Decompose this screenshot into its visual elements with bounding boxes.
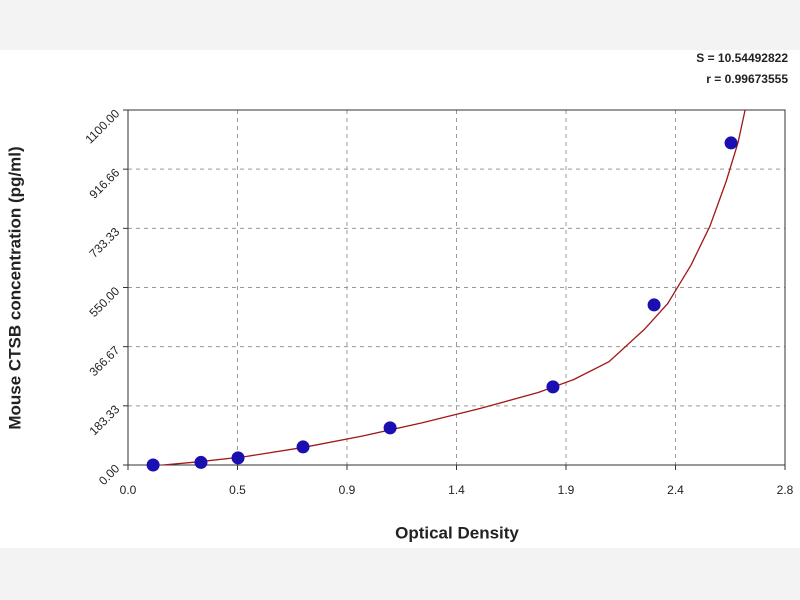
x-tick-label: 0.9 (339, 483, 356, 497)
data-point (231, 451, 245, 465)
annotation: r = 0.99673555 (706, 72, 788, 86)
x-tick-label: 2.4 (667, 483, 684, 497)
x-tick-label: 2.8 (777, 483, 794, 497)
x-tick-label: 0.5 (229, 483, 246, 497)
x-axis-title: Optical Density (395, 523, 519, 542)
x-tick-label: 1.9 (558, 483, 575, 497)
y-axis-title: Mouse CTSB concentration (pg/ml) (5, 146, 24, 429)
data-point (194, 455, 208, 469)
data-point (546, 380, 560, 394)
x-tick-label: 1.4 (448, 483, 465, 497)
data-point (383, 421, 397, 435)
plot-frame (127, 109, 786, 466)
data-point (296, 440, 310, 454)
data-point (724, 136, 738, 150)
annotation: S = 10.54492822 (696, 51, 788, 65)
data-point (146, 458, 160, 472)
fit-curve (163, 109, 746, 466)
data-point (647, 298, 661, 312)
x-tick-label: 0.0 (120, 483, 137, 497)
